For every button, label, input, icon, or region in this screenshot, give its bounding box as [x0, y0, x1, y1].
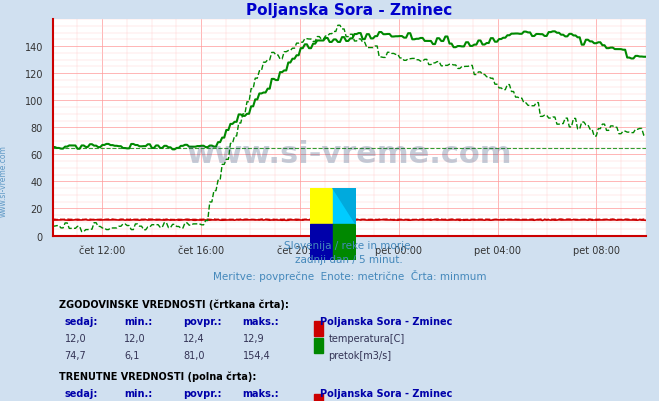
Text: 12,4: 12,4 — [183, 333, 205, 343]
Text: www.si-vreme.com: www.si-vreme.com — [0, 145, 8, 216]
Text: Poljanska Sora - Zminec: Poljanska Sora - Zminec — [320, 388, 452, 398]
Text: 12,0: 12,0 — [65, 333, 86, 343]
Text: ZGODOVINSKE VREDNOSTI (črtkana črta):: ZGODOVINSKE VREDNOSTI (črtkana črta): — [59, 299, 289, 309]
Text: 6,1: 6,1 — [124, 350, 139, 360]
Bar — [314, 322, 323, 336]
Bar — [333, 188, 356, 225]
Text: TRENUTNE VREDNOSTI (polna črta):: TRENUTNE VREDNOSTI (polna črta): — [59, 371, 256, 381]
Text: temperatura[C]: temperatura[C] — [328, 333, 405, 343]
Text: povpr.:: povpr.: — [183, 316, 221, 326]
Text: 12,9: 12,9 — [243, 333, 264, 343]
Text: 74,7: 74,7 — [65, 350, 86, 360]
Text: Meritve: povprečne  Enote: metrične  Črta: minmum: Meritve: povprečne Enote: metrične Črta:… — [212, 269, 486, 281]
Text: zadnji dan / 5 minut.: zadnji dan / 5 minut. — [295, 255, 403, 265]
Text: pretok[m3/s]: pretok[m3/s] — [328, 350, 391, 360]
Text: sedaj:: sedaj: — [65, 388, 98, 398]
Bar — [314, 339, 323, 353]
Title: Poljanska Sora - Zminec: Poljanska Sora - Zminec — [246, 2, 452, 18]
Text: 12,0: 12,0 — [124, 333, 146, 343]
Text: 154,4: 154,4 — [243, 350, 270, 360]
Text: maks.:: maks.: — [243, 316, 279, 326]
Bar — [314, 394, 323, 401]
Bar — [310, 188, 333, 225]
Text: Slovenija / reke in morje.: Slovenija / reke in morje. — [284, 241, 415, 251]
Text: www.si-vreme.com: www.si-vreme.com — [186, 140, 512, 168]
Text: Poljanska Sora - Zminec: Poljanska Sora - Zminec — [320, 316, 452, 326]
Text: min.:: min.: — [124, 316, 152, 326]
Polygon shape — [333, 188, 356, 225]
Bar — [333, 225, 356, 261]
Text: povpr.:: povpr.: — [183, 388, 221, 398]
Text: 81,0: 81,0 — [183, 350, 205, 360]
Text: min.:: min.: — [124, 388, 152, 398]
Bar — [310, 225, 333, 261]
Text: sedaj:: sedaj: — [65, 316, 98, 326]
Text: maks.:: maks.: — [243, 388, 279, 398]
